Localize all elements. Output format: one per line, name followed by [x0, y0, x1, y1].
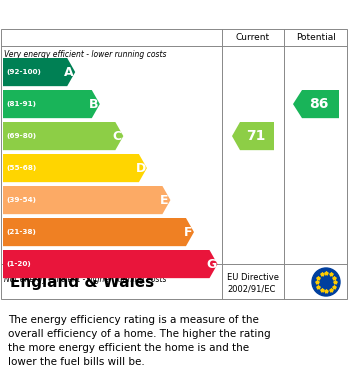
Polygon shape	[3, 218, 194, 246]
Text: Very energy efficient - lower running costs: Very energy efficient - lower running co…	[4, 50, 166, 59]
Text: G: G	[206, 258, 217, 271]
Polygon shape	[3, 58, 75, 86]
Text: F: F	[184, 226, 192, 239]
Circle shape	[312, 268, 340, 296]
Text: (55-68): (55-68)	[6, 165, 36, 171]
Text: C: C	[113, 129, 122, 143]
Text: Current: Current	[236, 32, 270, 41]
Polygon shape	[3, 122, 123, 150]
Text: 2002/91/EC: 2002/91/EC	[227, 285, 275, 294]
Polygon shape	[3, 250, 218, 278]
Text: lower the fuel bills will be.: lower the fuel bills will be.	[8, 357, 145, 367]
Text: (39-54): (39-54)	[6, 197, 36, 203]
Polygon shape	[232, 122, 274, 150]
Text: (69-80): (69-80)	[6, 133, 36, 139]
Polygon shape	[3, 186, 171, 214]
Text: The energy efficiency rating is a measure of the: The energy efficiency rating is a measur…	[8, 315, 259, 325]
Text: Energy Efficiency Rating: Energy Efficiency Rating	[8, 5, 237, 23]
Text: E: E	[160, 194, 169, 206]
Text: Not energy efficient - higher running costs: Not energy efficient - higher running co…	[4, 275, 166, 284]
Text: D: D	[136, 161, 146, 174]
Text: Potential: Potential	[296, 32, 336, 41]
Text: EU Directive: EU Directive	[227, 273, 279, 282]
Text: 71: 71	[246, 129, 266, 143]
Text: 86: 86	[309, 97, 329, 111]
Polygon shape	[3, 90, 100, 118]
Text: B: B	[89, 98, 98, 111]
Text: (21-38): (21-38)	[6, 229, 36, 235]
Text: (92-100): (92-100)	[6, 69, 41, 75]
Text: (1-20): (1-20)	[6, 261, 31, 267]
Text: (81-91): (81-91)	[6, 101, 36, 107]
Text: the more energy efficient the home is and the: the more energy efficient the home is an…	[8, 343, 249, 353]
Text: overall efficiency of a home. The higher the rating: overall efficiency of a home. The higher…	[8, 329, 271, 339]
Text: A: A	[64, 66, 74, 79]
Polygon shape	[3, 154, 147, 182]
Polygon shape	[293, 90, 339, 118]
Text: England & Wales: England & Wales	[10, 274, 154, 289]
